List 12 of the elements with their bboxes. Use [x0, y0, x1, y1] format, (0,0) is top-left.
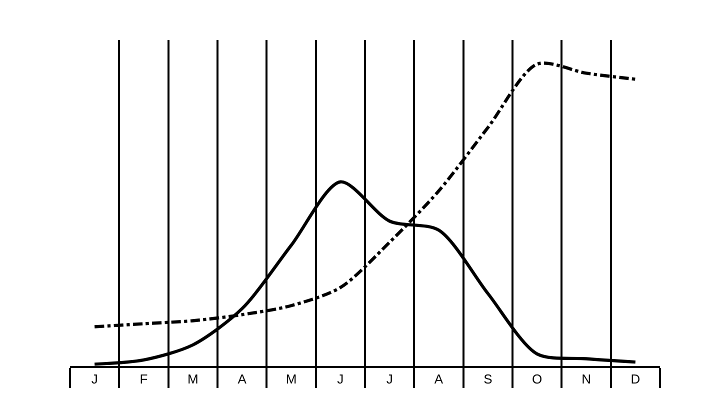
x-tick-label: A: [238, 372, 247, 387]
x-tick-label: M: [188, 372, 198, 387]
x-tick-label: J: [91, 372, 98, 387]
x-tick-label: M: [286, 372, 297, 387]
x-tick-label: F: [140, 372, 148, 387]
x-tick-label: O: [532, 372, 542, 387]
x-tick-label: J: [386, 372, 393, 387]
x-tick-label: D: [630, 372, 640, 387]
x-tick-label: J: [337, 372, 344, 387]
x-tick-label: A: [434, 372, 444, 387]
x-tick-label: S: [484, 372, 493, 387]
x-tick-label: N: [582, 372, 591, 387]
